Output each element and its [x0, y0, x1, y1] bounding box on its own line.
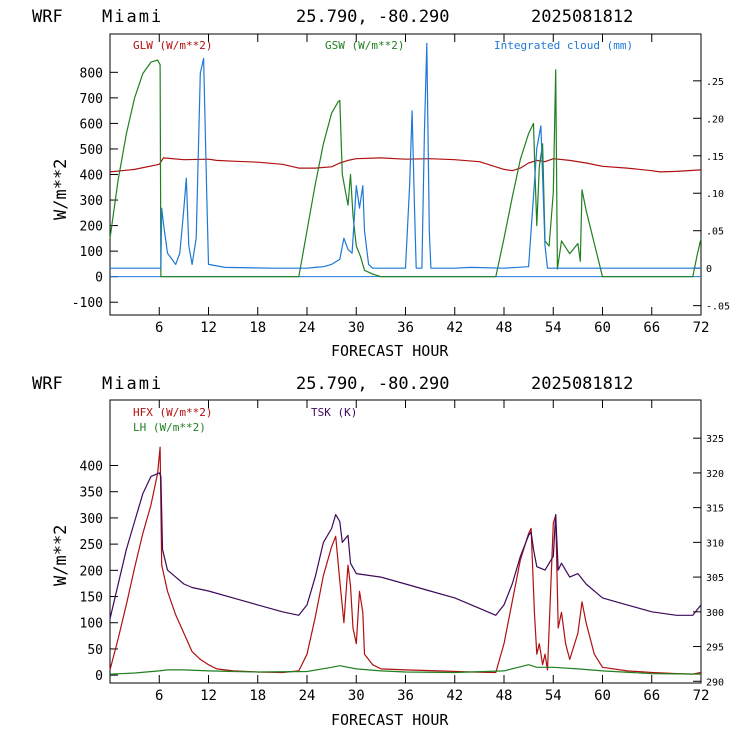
x-tick-label: 24	[299, 688, 316, 704]
y-axis-label: W/m**2	[51, 159, 71, 220]
series-line-1	[109, 59, 702, 278]
y-tick-label: 200	[80, 220, 103, 235]
y-right-tick-label: -.05	[706, 302, 730, 313]
x-tick-label: 18	[249, 320, 266, 336]
series-line-0	[109, 446, 702, 675]
x-tick-label: 6	[155, 320, 163, 336]
x-tick-label: 42	[446, 688, 463, 704]
y-tick-label: 600	[80, 117, 103, 132]
axes-group: 6 12 18 24 30 36 42 48 54 60 66 72 0 50 100 150 200 250 30…	[80, 400, 724, 704]
y-tick-label: 500	[80, 143, 103, 158]
y-tick-label: 400	[80, 460, 103, 475]
series-line-0	[109, 157, 702, 173]
x-tick-label: 54	[545, 688, 562, 704]
y-right-tick-label: .25	[706, 77, 724, 88]
x-tick-label: 36	[397, 688, 414, 704]
x-tick-label: 18	[249, 688, 266, 704]
legend-tsk: TSK (K)	[311, 406, 357, 419]
y-tick-label: 50	[87, 643, 103, 658]
x-tick-label: 12	[200, 320, 217, 336]
plot-frame	[109, 399, 702, 684]
y-right-tick-label: 310	[706, 538, 724, 549]
x-tick-label: 30	[348, 688, 365, 704]
init-time-title: 2025081812	[531, 374, 633, 394]
x-axis-label: FORECAST HOUR	[331, 342, 449, 360]
y-right-tick-label: 315	[706, 504, 724, 515]
y-right-tick-label: 295	[706, 643, 724, 654]
model-title: WRF	[32, 7, 63, 27]
y-tick-label: 0	[95, 271, 103, 286]
x-tick-label: 66	[643, 688, 660, 704]
y-tick-label: 300	[80, 512, 103, 527]
y-right-tick-label: 320	[706, 469, 724, 480]
y-right-tick-label: 305	[706, 573, 724, 584]
y-right-tick-label: 290	[706, 677, 724, 688]
y-right-tick-label: .20	[706, 114, 724, 125]
x-tick-label: 66	[643, 320, 660, 336]
y-tick-label: 300	[80, 194, 103, 209]
y-tick-label: 350	[80, 486, 103, 501]
x-axis-label: FORECAST HOUR	[331, 711, 449, 729]
y-tick-label: 400	[80, 169, 103, 184]
x-tick-label: 24	[299, 320, 316, 336]
x-tick-label: 42	[446, 320, 463, 336]
y-right-tick-label: 0	[706, 264, 712, 275]
series-line-2	[110, 42, 701, 269]
x-tick-label: 60	[594, 320, 611, 336]
y-tick-label: 800	[80, 66, 103, 81]
y-tick-label: 150	[80, 591, 103, 606]
y-tick-label: 200	[80, 564, 103, 579]
series-line-2	[109, 472, 702, 619]
y-tick-label: 100	[80, 245, 103, 260]
y-right-tick-label: .15	[706, 152, 724, 163]
model-title: WRF	[32, 374, 63, 394]
legend-lh: LH (W/m**2)	[133, 421, 206, 434]
x-tick-label: 36	[397, 320, 414, 336]
coords-title: 25.790, -80.290	[296, 374, 450, 394]
y-axis-label: W/m**2	[51, 525, 71, 586]
y-right-tick-label: 300	[706, 608, 724, 619]
legend-cloud: Integrated cloud (mm)	[494, 39, 633, 52]
y-tick-label: -100	[72, 296, 103, 311]
flux-panel: WRF Miami 25.790, -80.290 2025081812 HFX…	[32, 374, 724, 729]
series-group	[109, 42, 702, 278]
radiation-panel: WRF Miami 25.790, -80.290 2025081812 GLW…	[32, 7, 730, 360]
init-time-title: 2025081812	[531, 7, 633, 27]
y-tick-label: 100	[80, 617, 103, 632]
x-tick-label: 72	[693, 320, 710, 336]
legend-glw: GLW (W/m**2)	[133, 39, 212, 52]
x-tick-label: 48	[496, 320, 513, 336]
station-title: Miami	[102, 374, 163, 394]
y-tick-label: 250	[80, 538, 103, 553]
x-tick-label: 72	[693, 688, 710, 704]
y-tick-label: 700	[80, 92, 103, 107]
x-tick-label: 60	[594, 688, 611, 704]
station-title: Miami	[102, 7, 163, 27]
x-tick-label: 12	[200, 688, 217, 704]
axes-group: 6 12 18 24 30 36 42 48 54 60 66 72 -100 0 100 200 300 400…	[72, 34, 730, 336]
x-tick-label: 54	[545, 320, 562, 336]
legend-hfx: HFX (W/m**2)	[133, 406, 212, 419]
series-group	[109, 446, 702, 675]
y-right-tick-label: .05	[706, 227, 724, 238]
legend-gsw: GSW (W/m**2)	[325, 39, 404, 52]
series-line-1	[109, 664, 702, 675]
plot-frame	[109, 33, 702, 316]
x-tick-label: 6	[155, 688, 163, 704]
x-tick-label: 30	[348, 320, 365, 336]
y-tick-label: 0	[95, 669, 103, 684]
y-right-tick-label: 325	[706, 434, 724, 445]
x-tick-label: 48	[496, 688, 513, 704]
coords-title: 25.790, -80.290	[296, 7, 450, 27]
y-right-tick-label: .10	[706, 189, 724, 200]
